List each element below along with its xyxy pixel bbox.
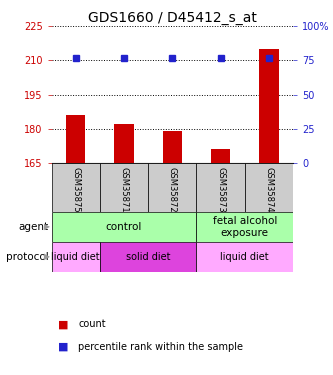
- Text: ■: ■: [58, 342, 69, 352]
- Text: control: control: [106, 222, 142, 232]
- Bar: [52, 163, 100, 212]
- Text: solid diet: solid diet: [126, 252, 170, 262]
- Bar: [196, 163, 245, 212]
- Text: protocol: protocol: [6, 252, 48, 262]
- Text: GSM35871: GSM35871: [120, 167, 129, 213]
- Bar: [115, 124, 134, 163]
- Text: fetal alcohol
exposure: fetal alcohol exposure: [212, 216, 277, 238]
- Text: percentile rank within the sample: percentile rank within the sample: [78, 342, 243, 352]
- Text: liquid diet: liquid diet: [220, 252, 269, 262]
- Bar: [52, 242, 100, 272]
- Text: liquid diet: liquid diet: [51, 252, 100, 262]
- Bar: [196, 212, 293, 242]
- Bar: [163, 131, 182, 163]
- Bar: [100, 163, 148, 212]
- Bar: [259, 49, 278, 163]
- Bar: [245, 163, 293, 212]
- Text: GSM35872: GSM35872: [168, 167, 177, 213]
- Text: ■: ■: [58, 320, 69, 329]
- Bar: [100, 242, 196, 272]
- Text: count: count: [78, 320, 106, 329]
- Bar: [211, 150, 230, 163]
- Bar: [148, 163, 196, 212]
- Bar: [52, 212, 196, 242]
- Title: GDS1660 / D45412_s_at: GDS1660 / D45412_s_at: [88, 11, 257, 25]
- Text: GSM35873: GSM35873: [216, 167, 225, 213]
- Text: GSM35874: GSM35874: [264, 167, 273, 213]
- Bar: [66, 115, 86, 163]
- Text: agent: agent: [18, 222, 48, 232]
- Bar: [196, 242, 293, 272]
- Text: GSM35875: GSM35875: [71, 167, 80, 213]
